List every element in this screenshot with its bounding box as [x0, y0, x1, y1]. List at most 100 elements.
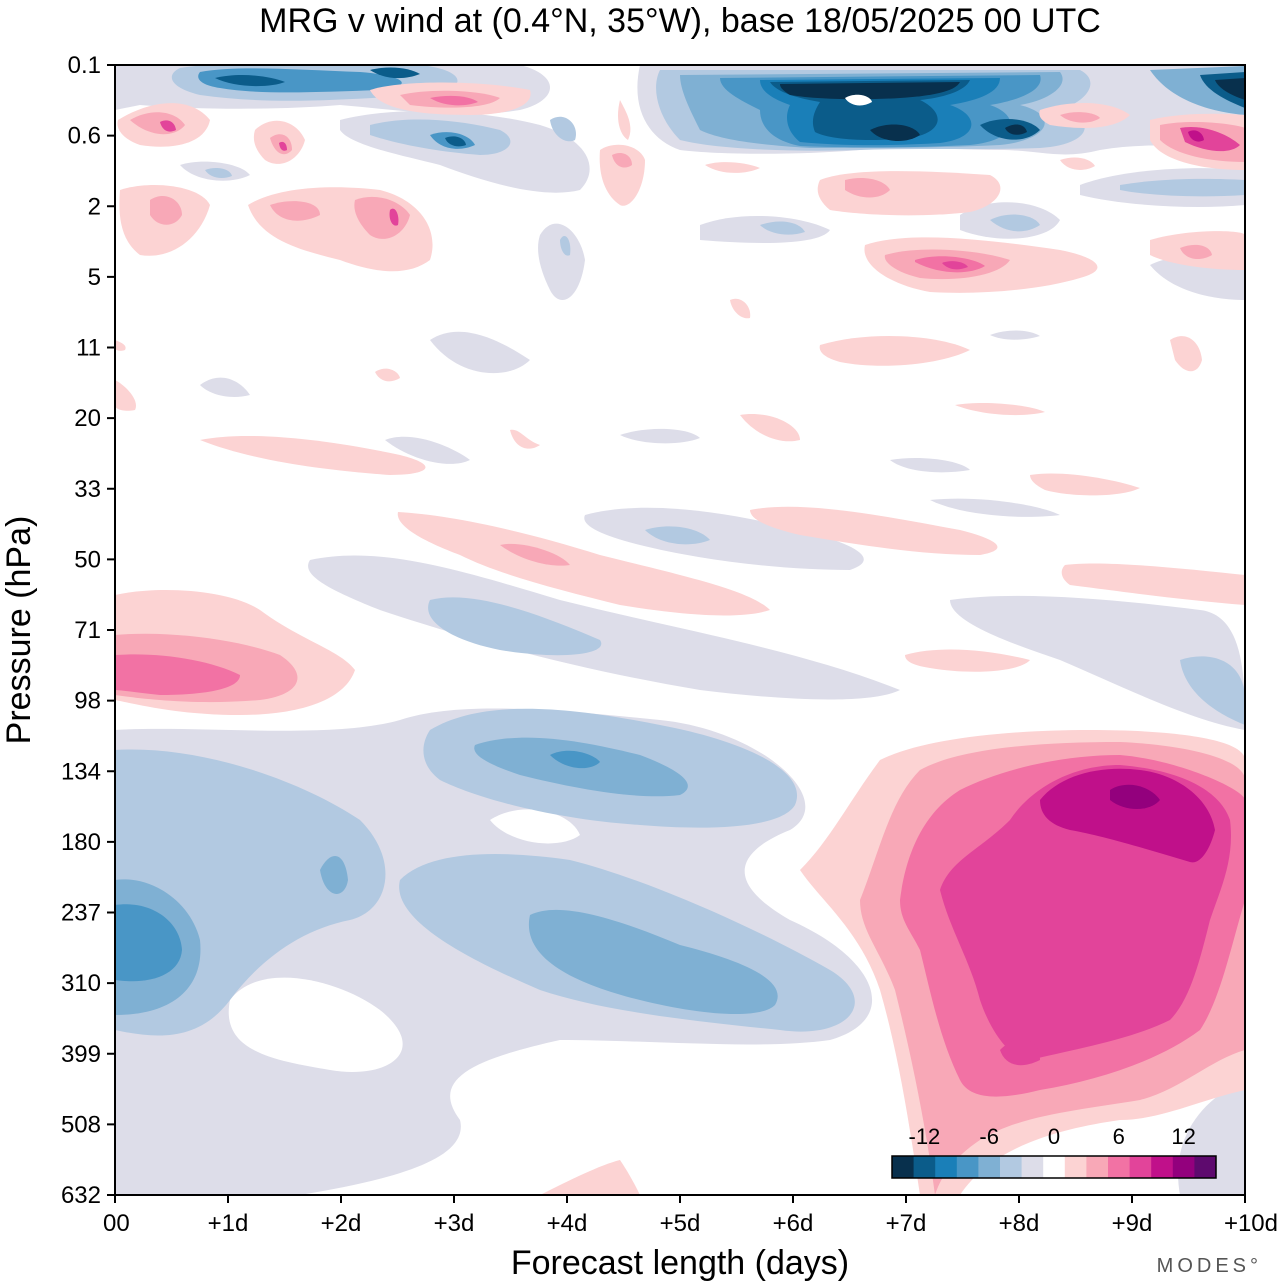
contour-neg-blob1	[430, 331, 530, 374]
x-tick-label: +8d	[999, 1210, 1040, 1237]
contour-pos-level12	[1110, 784, 1160, 809]
contour-pos-strat2b	[1180, 244, 1212, 260]
x-tick-label: +9d	[1112, 1210, 1153, 1237]
contour-neg-strat-mid4	[445, 136, 466, 147]
y-tick-label: 2	[88, 193, 101, 220]
colorbar: -12 -6 0 6 12	[891, 1124, 1217, 1179]
contour-pos-strat14	[1060, 157, 1095, 170]
contour-neg-blob6	[930, 498, 1060, 517]
contour-pos-band14	[730, 298, 751, 319]
colorbar-tick-label: -12	[909, 1124, 941, 1149]
contour-neg-level8	[115, 904, 182, 982]
contour-pos-strat5d	[389, 208, 399, 226]
contour-pos-left-level6	[115, 654, 240, 695]
contour-pos-band1b	[500, 543, 570, 566]
contour-pos-strat7c	[279, 141, 287, 151]
contour-pos-band8	[510, 429, 540, 449]
colorbar-tick-label: 12	[1171, 1124, 1195, 1149]
colorbar-swatch	[1021, 1156, 1044, 1178]
contour-neg-strat-right10	[1005, 124, 1027, 135]
contour-pos-bottom	[540, 1160, 640, 1195]
contour-zero-hole1	[490, 809, 580, 844]
contour-neg-level8b	[550, 750, 600, 769]
x-tick-label: +2d	[321, 1210, 362, 1237]
colorbar-frame	[891, 1155, 1217, 1179]
contour-neg-strat-mid5	[550, 116, 576, 142]
contour-pos-band9	[740, 414, 800, 442]
colorbar-swatch	[1000, 1156, 1023, 1178]
contour-neg-blob5	[890, 458, 970, 473]
x-tick-label: 00	[103, 1210, 130, 1237]
contour-pos-strat12b	[1060, 112, 1100, 123]
x-tick-label: +3d	[434, 1210, 475, 1237]
x-tick-label: +1d	[208, 1210, 249, 1237]
chart-title: MRG v wind at (0.4°N, 35°W), base 18/05/…	[259, 2, 1101, 40]
colorbar-swatch	[1064, 1156, 1087, 1178]
y-tick-label: 632	[61, 1182, 101, 1209]
colorbar-swatch	[1172, 1156, 1195, 1178]
contour-neg-blob9	[560, 235, 571, 256]
y-tick-label: 134	[61, 758, 101, 785]
contour-neg-band-upper	[308, 555, 900, 700]
contour-pos-band1	[397, 512, 770, 616]
colorbar-swatch	[978, 1156, 1001, 1178]
contour-pos-strat3b	[845, 178, 890, 198]
contour-neg-blob3	[385, 436, 470, 464]
contour-pos-strat9b	[612, 153, 632, 168]
contour-pos-strat15	[1060, 263, 1085, 277]
contour-neg-band-right	[950, 595, 1245, 730]
x-axis-label: Forecast length (days)	[511, 1244, 849, 1282]
contour-neg-strat-mid7	[205, 168, 232, 178]
contour-pos-band7	[200, 435, 426, 475]
y-tick-label: 508	[61, 1111, 101, 1138]
contour-neg-blob11	[760, 221, 805, 235]
contour-neg-level6d	[320, 856, 348, 894]
y-tick-label: 237	[61, 900, 101, 927]
contour-neg-blob7	[990, 330, 1040, 340]
y-tick-label: 5	[88, 264, 101, 291]
contour-pos-strat13d	[1188, 130, 1204, 142]
contour-pos-band3	[1061, 563, 1245, 605]
contour-neg-band-upper-b	[428, 597, 602, 656]
y-tick-label: 20	[74, 405, 101, 432]
contour-pos-strat1d	[942, 261, 968, 270]
y-tick-label: 0.6	[68, 123, 101, 150]
y-tick-label: 180	[61, 829, 101, 856]
contour-neg-strat-left3	[198, 68, 402, 93]
x-tick-label: +5d	[660, 1210, 701, 1237]
contour-pos-strat4b	[150, 195, 182, 225]
contour-pos-strat3	[817, 171, 1001, 216]
contour-pos-level10	[1040, 768, 1215, 863]
colorbar-swatch	[1129, 1156, 1152, 1178]
contour-pos-band12	[1170, 336, 1202, 372]
contour-pos-level8b	[1000, 1039, 1040, 1066]
contour-neg-blob15	[1120, 178, 1245, 197]
colorbar-swatch	[935, 1156, 958, 1178]
y-tick-label: 310	[61, 970, 101, 997]
contour-neg-strat-right13	[1215, 78, 1245, 100]
colorbar-swatch	[913, 1156, 936, 1178]
contour-pos-strat6c	[160, 120, 176, 132]
contour-neg-strat-left6	[115, 74, 132, 93]
y-tick-label: 33	[74, 476, 101, 503]
contour-pos-band4	[905, 649, 1030, 672]
y-axis-label: Pressure (hPa)	[0, 516, 38, 745]
x-tick-label: +10d	[1224, 1210, 1278, 1237]
y-tick-label: 399	[61, 1041, 101, 1068]
contour-pos-band10	[115, 380, 136, 411]
contour-neg-band-mid	[584, 507, 864, 570]
contour-pos-strat10	[617, 100, 631, 140]
contour-neg-level6b	[528, 909, 778, 1015]
x-tick-label: +4d	[547, 1210, 588, 1237]
colorbar-tick-label: -6	[979, 1124, 999, 1149]
y-tick-label: 11	[76, 335, 101, 362]
colorbar-swatch	[1151, 1156, 1174, 1178]
contour-neg-blob10	[700, 215, 830, 243]
colorbar-swatch	[1194, 1156, 1217, 1178]
contour-neg-band-right-b	[1180, 656, 1245, 725]
y-tick-label: 71	[74, 617, 101, 644]
y-tick-label: 0.1	[68, 52, 101, 79]
colorbar-swatch	[956, 1156, 979, 1178]
x-tick-label: +6d	[773, 1210, 814, 1237]
